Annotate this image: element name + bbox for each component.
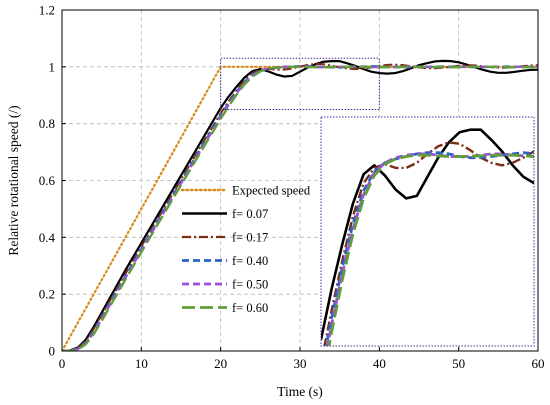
inset-series-line-1 [321,128,534,340]
series-lines [62,59,538,351]
y-axis-title: Relative rotational speed (/) [6,105,21,255]
x-tick-label: 20 [214,356,227,371]
inset-series [321,128,534,346]
y-tick-label: 0.6 [39,173,56,188]
legend-label-4: f= 0.50 [232,278,268,292]
inset-series-line-5 [327,153,534,346]
x-tick-label: 60 [532,356,545,371]
y-tick-label: 1.2 [39,3,55,18]
x-tick-label: 50 [452,356,465,371]
x-tick-label: 40 [373,356,386,371]
axis-ticks: 0 10 20 30 40 50 60 0 0.2 0.4 0.6 0.8 1 1.2 [39,3,545,372]
zoom-inset [320,116,535,347]
x-axis-title: Time (s) [277,384,323,399]
legend-label-3: f= 0.40 [232,254,268,268]
legend-label-2: f= 0.17 [232,231,268,245]
inset-series-line-3 [324,151,534,346]
series-line-1 [62,59,538,351]
y-tick-label: 0.4 [39,230,56,245]
x-tick-label: 30 [294,356,307,371]
x-tick-label: 10 [135,356,148,371]
series-line-5 [62,65,538,351]
y-tick-label: 0 [49,344,56,359]
legend-label-0: Expected speed [232,184,311,198]
x-tick-label: 0 [59,356,66,371]
y-tick-label: 0.2 [39,287,55,302]
zoom-window-box [220,57,380,110]
y-tick-label: 1 [49,59,56,74]
y-tick-label: 0.8 [39,116,55,131]
inset-series-line-2 [323,141,534,346]
inset-border [320,116,535,347]
legend-label-5: f= 0.60 [232,301,268,315]
zoom-window-rect [220,57,380,110]
legend-label-1: f= 0.07 [232,207,268,221]
legend: Expected speed f= 0.07 f= 0.17 f= 0.40 f= 0.… [180,184,311,315]
